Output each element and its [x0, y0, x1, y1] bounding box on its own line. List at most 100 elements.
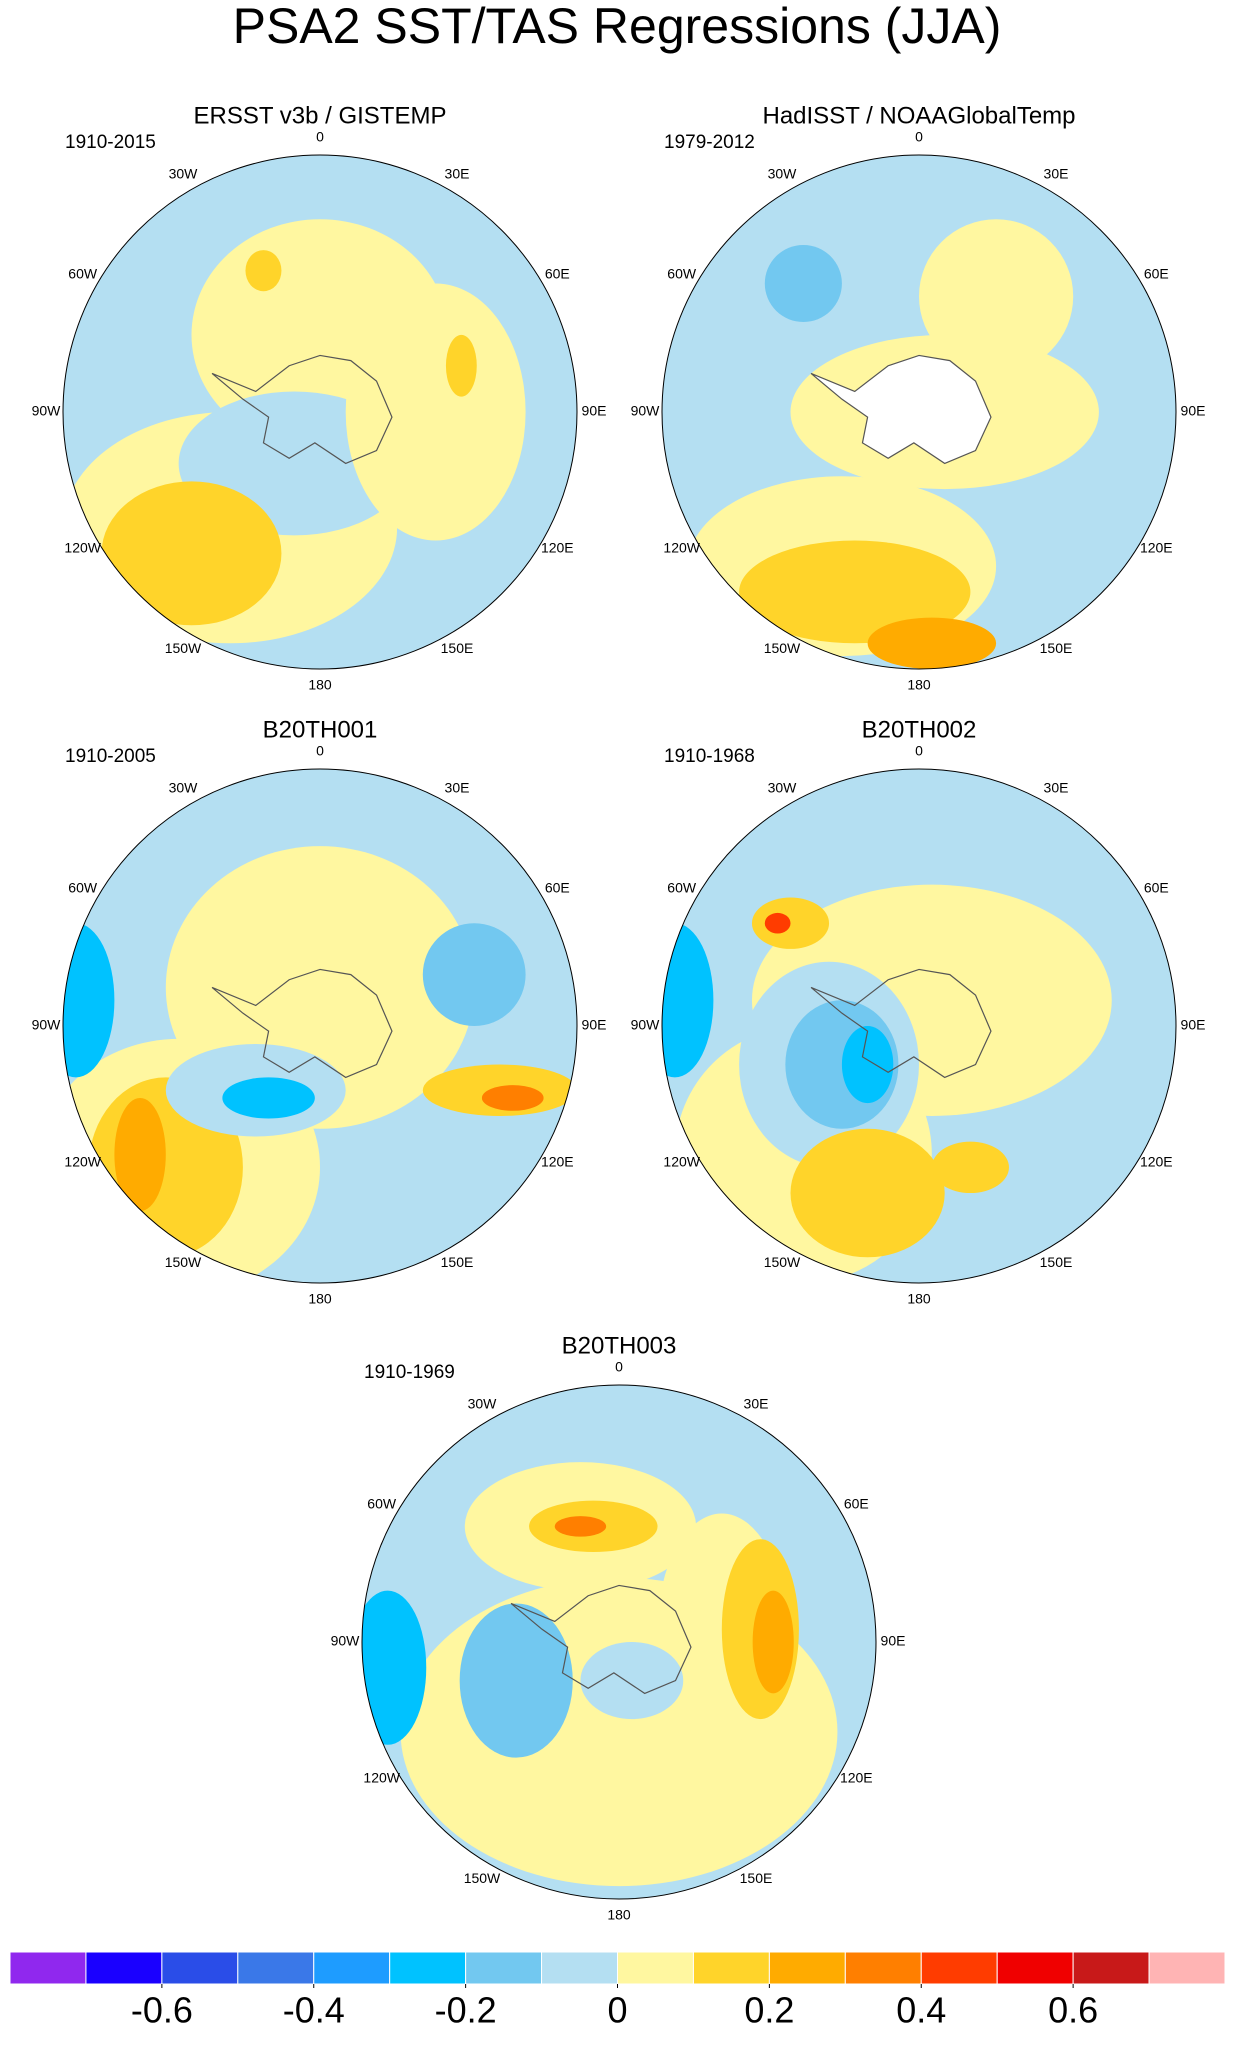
contour-region — [422, 923, 526, 1026]
contour-region — [752, 1590, 794, 1694]
longitude-label: 60W — [68, 266, 98, 282]
longitude-label: 0 — [316, 743, 324, 759]
antarctica — [810, 354, 992, 465]
longitude-label: 0 — [915, 743, 923, 759]
contour-region — [345, 283, 526, 541]
colorbar-tick-label: -0.2 — [435, 1990, 497, 2031]
longitude-label: 120E — [541, 540, 574, 556]
longitude-label: 30E — [445, 165, 470, 181]
longitude-label: 150E — [740, 1870, 773, 1886]
contour-region — [362, 1590, 427, 1745]
longitude-label: 0 — [915, 129, 923, 145]
contour-region — [63, 923, 115, 1078]
antarctica — [510, 1584, 692, 1695]
colorbar-box — [541, 1951, 618, 1985]
colorbar-box — [1148, 1951, 1226, 1985]
contour-region — [867, 617, 997, 669]
longitude-label: 90W — [32, 403, 62, 419]
map-panel: ERSST v3b / GISTEMP 1910-2015 0 30E 60E 90E 12… — [32, 102, 607, 692]
longitude-label: 30E — [445, 779, 470, 795]
longitude-label: 60E — [844, 1496, 869, 1512]
panel-period: 1910-2015 — [65, 132, 156, 153]
longitude-label: 30W — [768, 779, 798, 795]
contour-region — [919, 219, 1074, 374]
map-border — [361, 1384, 877, 1900]
longitude-label: 120E — [541, 1154, 574, 1170]
colorbar-tick-label: -0.6 — [131, 1990, 193, 2031]
longitude-label: 150E — [441, 1254, 474, 1270]
longitude-label: 60W — [367, 1496, 397, 1512]
longitude-label: 30W — [468, 1395, 498, 1411]
longitude-label: 120W — [363, 1770, 400, 1786]
longitude-label: 150E — [1040, 1254, 1073, 1270]
longitude-label: 120W — [663, 540, 700, 556]
colorbar-tick-label: 0.6 — [1048, 1990, 1098, 2031]
panel-period: 1910-1968 — [664, 746, 755, 767]
longitude-label: 90W — [32, 1017, 62, 1033]
colorbar-box — [692, 1951, 770, 1985]
map-border — [62, 768, 578, 1284]
longitude-label: 30W — [169, 165, 199, 181]
map-panel: B20TH001 1910-2005 0 30E 60E 90E 120E 150E 180 15… — [32, 716, 607, 1306]
panel-title: B20TH002 — [862, 716, 977, 743]
contour-region — [554, 1516, 607, 1537]
longitude-label: 150W — [464, 1870, 501, 1886]
colorbar-box — [996, 1951, 1074, 1985]
longitude-label: 90W — [631, 1017, 661, 1033]
colorbar-box — [1072, 1951, 1150, 1985]
longitude-label: 90W — [331, 1633, 361, 1649]
contour-region — [739, 540, 971, 644]
panel-title: B20TH001 — [263, 716, 378, 743]
map — [662, 769, 1176, 1283]
longitude-label: 180 — [907, 677, 931, 693]
longitude-label: 150W — [764, 640, 801, 656]
map-border — [62, 154, 578, 670]
figure-title: PSA2 SST/TAS Regressions (JJA) — [233, 0, 1002, 54]
colorbar-box — [844, 1951, 922, 1985]
longitude-label: 60E — [545, 880, 570, 896]
panel-period: 1910-1969 — [364, 1362, 455, 1383]
contour-region — [114, 1097, 166, 1212]
contour-region — [662, 923, 714, 1078]
contour-region — [459, 1603, 573, 1758]
contour-region — [481, 1085, 544, 1111]
longitude-label: 150E — [1040, 640, 1073, 656]
colorbar-box — [617, 1951, 694, 1985]
contour-region — [931, 1141, 1009, 1194]
longitude-label: 180 — [308, 677, 332, 693]
longitude-label: 90E — [582, 403, 607, 419]
longitude-label: 60W — [68, 880, 98, 896]
longitude-label: 60W — [667, 880, 697, 896]
colorbar-box — [313, 1951, 391, 1985]
colorbar-box — [161, 1951, 239, 1985]
colorbar-box — [920, 1951, 998, 1985]
longitude-label: 120E — [1140, 1154, 1173, 1170]
colorbar-box — [768, 1951, 846, 1985]
contour-region — [245, 250, 282, 292]
longitude-label: 0 — [316, 129, 324, 145]
panel-period: 1979-2012 — [664, 132, 755, 153]
longitude-label: 30E — [1044, 165, 1069, 181]
antarctica — [810, 968, 992, 1079]
colorbar-tick-label: 0.4 — [896, 1990, 946, 2031]
contour-region — [445, 334, 477, 397]
longitude-label: 60W — [667, 266, 697, 282]
longitude-label: 90W — [631, 403, 661, 419]
longitude-label: 30E — [1044, 779, 1069, 795]
longitude-label: 150W — [165, 1254, 202, 1270]
longitude-label: 120W — [663, 1154, 700, 1170]
map-border — [661, 768, 1177, 1284]
longitude-label: 150W — [165, 640, 202, 656]
map — [662, 155, 1176, 669]
longitude-label: 150W — [764, 1254, 801, 1270]
longitude-label: 180 — [308, 1291, 332, 1307]
panel-period: 1910-2005 — [65, 746, 156, 767]
longitude-label: 60E — [545, 266, 570, 282]
longitude-label: 60E — [1144, 266, 1169, 282]
contour-region — [790, 1128, 945, 1258]
longitude-label: 120W — [64, 540, 101, 556]
map-panel: B20TH002 1910-1968 0 30E 60E 90E 120E 150E 180 15… — [631, 716, 1206, 1306]
colorbar-box — [85, 1951, 163, 1985]
map-panel: B20TH003 1910-1969 0 30E 60E 90E 120E 150E 180 15… — [331, 1332, 906, 1922]
